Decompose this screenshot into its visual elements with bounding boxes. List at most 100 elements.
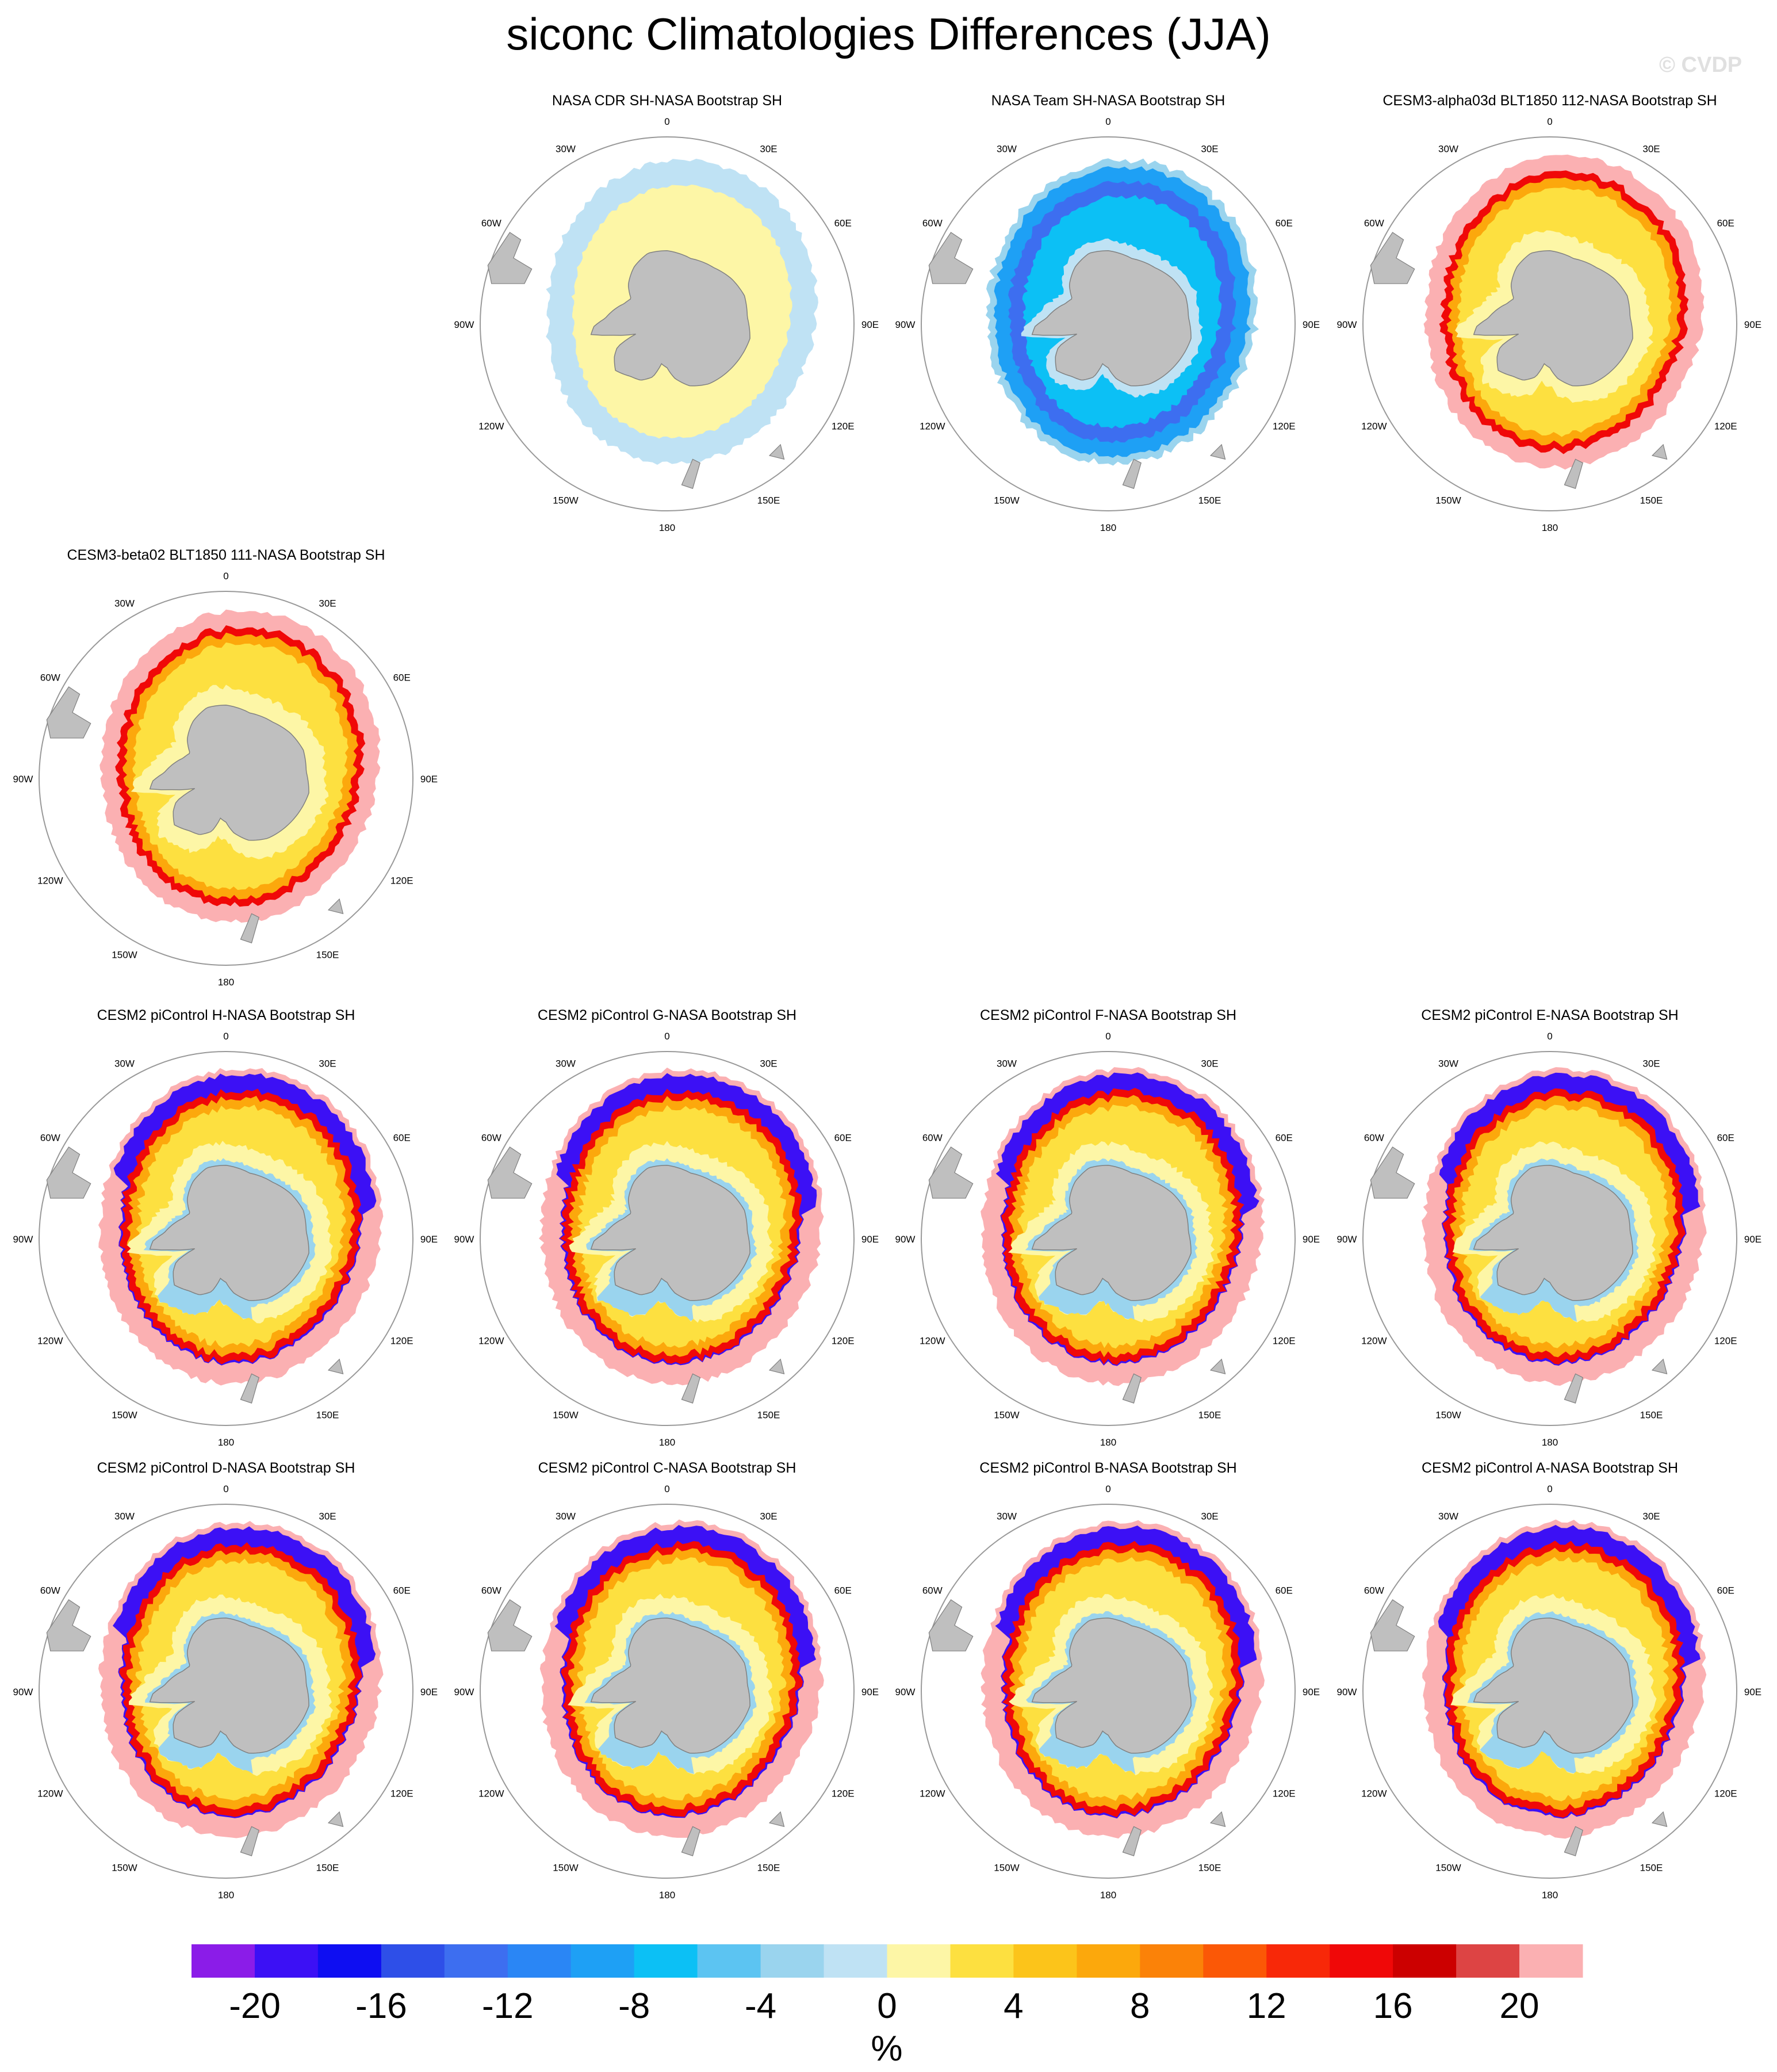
tasmania-landmass — [768, 1811, 785, 1828]
antarctica-landmass — [149, 1618, 309, 1754]
longitude-label: 60W — [1364, 1133, 1384, 1144]
longitude-label: 150E — [1640, 1410, 1663, 1421]
longitude-label: 60E — [1717, 1585, 1734, 1596]
colorbar-swatch — [1393, 1944, 1457, 1978]
longitude-label: 120E — [1273, 421, 1296, 432]
longitude-label: 30W — [1438, 1511, 1458, 1521]
longitude-label: 30E — [1642, 1058, 1660, 1069]
longitude-label: 90E — [420, 1687, 438, 1698]
new-zealand-landmass — [1564, 1373, 1583, 1404]
longitude-label: 120W — [37, 1788, 63, 1799]
new-zealand-landmass — [1122, 1373, 1142, 1404]
antarctica-landmass — [590, 250, 750, 387]
longitude-label: 30E — [1642, 1511, 1660, 1521]
longitude-label: 90E — [861, 1687, 879, 1698]
longitude-label: 30W — [997, 1058, 1017, 1069]
new-zealand-landmass — [1122, 458, 1142, 489]
longitude-label: 150W — [112, 1410, 137, 1421]
longitude-label: 120E — [1273, 1336, 1296, 1347]
new-zealand-landmass — [1564, 458, 1583, 489]
panel-title: CESM3-alpha03d BLT1850 112-NASA Bootstra… — [1382, 93, 1717, 109]
panel-title: CESM2 piControl B-NASA Bootstrap SH — [979, 1460, 1236, 1476]
longitude-label: 60W — [922, 1585, 943, 1596]
map-panel: CESM2 piControl B-NASA Bootstrap SH 0 30E 6… — [895, 1460, 1320, 1901]
south-america-landmass — [928, 232, 974, 284]
longitude-label: 120E — [390, 1336, 413, 1347]
longitude-label: 60W — [481, 1133, 501, 1144]
longitude-label: 150W — [553, 495, 578, 506]
longitude-label: 90W — [454, 1687, 474, 1698]
new-zealand-landmass — [681, 1373, 700, 1404]
map-panel: CESM2 piControl H-NASA Bootstrap SH 0 30E 6… — [13, 1007, 438, 1448]
longitude-label: 30W — [556, 143, 576, 154]
longitude-label: 60E — [834, 1133, 852, 1144]
longitude-label: 180 — [1542, 1890, 1558, 1901]
new-zealand-landmass — [240, 1373, 259, 1404]
new-zealand-landmass — [240, 913, 259, 943]
antarctica-landmass — [1031, 1618, 1192, 1754]
longitude-label: 120E — [832, 1788, 855, 1799]
longitude-label: 0 — [1547, 1031, 1552, 1042]
panel-title: CESM2 piControl C-NASA Bootstrap SH — [538, 1460, 796, 1476]
new-zealand-landmass — [1122, 1826, 1142, 1856]
longitude-label: 150E — [316, 1410, 339, 1421]
tasmania-landmass — [1209, 444, 1226, 460]
colorbar-swatch — [507, 1944, 572, 1978]
longitude-label: 120W — [1361, 421, 1387, 432]
longitude-label: 30W — [1438, 1058, 1458, 1069]
longitude-label: 30E — [760, 143, 777, 154]
longitude-label: 30W — [556, 1058, 576, 1069]
colorbar-tick-label: 16 — [1373, 1986, 1413, 2026]
longitude-label: 150E — [1198, 1863, 1221, 1874]
longitude-label: 150E — [1640, 1863, 1663, 1874]
colorbar-swatch — [1013, 1944, 1077, 1978]
longitude-label: 90W — [13, 774, 33, 785]
longitude-label: 120W — [1361, 1336, 1387, 1347]
panel-title: CESM2 piControl G-NASA Bootstrap SH — [538, 1007, 796, 1023]
longitude-label: 30E — [1642, 143, 1660, 154]
longitude-label: 0 — [1547, 1484, 1552, 1494]
longitude-label: 120W — [1361, 1788, 1387, 1799]
longitude-label: 150E — [757, 1410, 780, 1421]
colorbar-swatch — [824, 1944, 887, 1978]
longitude-label: 150E — [1198, 1410, 1221, 1421]
longitude-label: 90E — [420, 1234, 438, 1245]
longitude-label: 30E — [760, 1058, 777, 1069]
longitude-label: 150W — [994, 495, 1019, 506]
longitude-label: 60E — [834, 218, 852, 229]
new-zealand-landmass — [681, 1826, 700, 1856]
longitude-label: 0 — [223, 1031, 228, 1042]
antarctica-landmass — [590, 1618, 750, 1754]
map-panel: CESM2 piControl G-NASA Bootstrap SH 0 30E 6… — [454, 1007, 879, 1448]
map-panel: CESM3-beta02 BLT1850 111-NASA Bootstrap … — [13, 547, 438, 988]
figure-title: siconc Climatologies Differences (JJA) — [506, 9, 1271, 59]
colorbar-swatch — [1140, 1944, 1204, 1978]
map-panel: CESM2 piControl D-NASA Bootstrap SH 0 30E 6… — [13, 1460, 438, 1901]
longitude-label: 30E — [1201, 143, 1218, 154]
longitude-label: 30W — [114, 1058, 135, 1069]
longitude-label: 90W — [1337, 1234, 1357, 1245]
longitude-label: 60E — [1276, 1133, 1293, 1144]
longitude-label: 60E — [393, 672, 411, 683]
longitude-label: 60W — [40, 672, 60, 683]
map-panel: NASA Team SH-NASA Bootstrap SH 0 30E 60E 90E… — [895, 93, 1320, 533]
longitude-label: 90W — [1337, 1687, 1357, 1698]
longitude-label: 120W — [478, 421, 504, 432]
longitude-label: 120E — [1714, 421, 1737, 432]
longitude-label: 90E — [420, 774, 438, 785]
longitude-label: 150W — [553, 1410, 578, 1421]
longitude-label: 120W — [920, 1788, 945, 1799]
longitude-label: 30W — [1438, 143, 1458, 154]
colorbar-swatch — [1266, 1944, 1330, 1978]
longitude-label: 90E — [861, 1234, 879, 1245]
longitude-label: 120W — [37, 876, 63, 886]
longitude-label: 0 — [1547, 116, 1552, 127]
longitude-label: 120E — [1273, 1788, 1296, 1799]
longitude-label: 90W — [1337, 319, 1357, 330]
longitude-label: 150W — [1435, 1863, 1461, 1874]
south-america-landmass — [1370, 1599, 1415, 1652]
longitude-label: 180 — [218, 977, 234, 988]
new-zealand-landmass — [1564, 1826, 1583, 1856]
colorbar-unit: % — [871, 2029, 902, 2069]
colorbar-tick-label: -12 — [482, 1986, 534, 2026]
